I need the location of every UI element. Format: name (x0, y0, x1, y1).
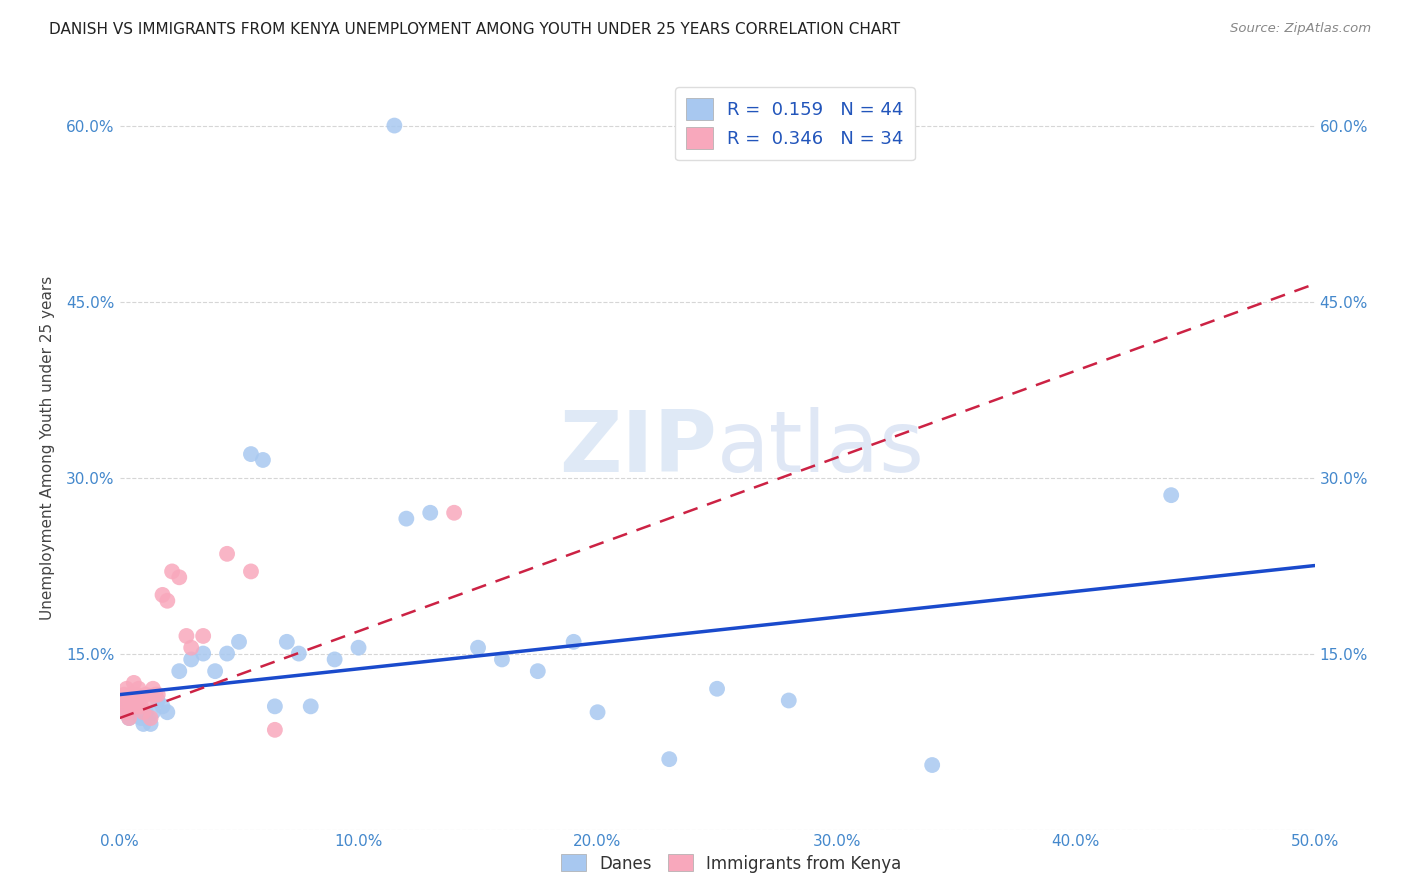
Point (122, 705, 145, 719)
Point (419, 506, 441, 520)
Point (1160, 488, 1182, 502)
Point (156, 594, 179, 608)
Point (122, 693, 145, 707)
Point (118, 711, 141, 725)
Point (180, 652, 202, 666)
Point (129, 699, 152, 714)
Point (132, 717, 155, 731)
Point (112, 688, 135, 702)
Point (264, 699, 287, 714)
Point (169, 664, 191, 678)
Point (217, 647, 239, 661)
Point (128, 705, 150, 719)
Point (204, 664, 226, 678)
Point (146, 693, 169, 707)
Point (180, 640, 202, 655)
Point (156, 705, 179, 719)
Point (132, 705, 155, 719)
Point (115, 681, 138, 696)
Point (658, 752, 681, 766)
Point (121, 699, 143, 714)
Point (121, 699, 143, 714)
Point (115, 705, 138, 719)
Point (443, 506, 465, 520)
Point (191, 629, 215, 643)
Y-axis label: Unemployment Among Youth under 25 years: Unemployment Among Youth under 25 years (39, 277, 55, 620)
Text: Source: ZipAtlas.com: Source: ZipAtlas.com (1230, 22, 1371, 36)
Text: DANISH VS IMMIGRANTS FROM KENYA UNEMPLOYMENT AMONG YOUTH UNDER 25 YEARS CORRELAT: DANISH VS IMMIGRANTS FROM KENYA UNEMPLOY… (49, 22, 900, 37)
Point (136, 693, 159, 707)
Point (382, 119, 406, 133)
Point (176, 629, 198, 643)
Point (142, 705, 165, 719)
Point (395, 511, 418, 525)
Point (115, 705, 138, 719)
Point (276, 635, 298, 649)
Point (527, 664, 550, 678)
Point (121, 688, 143, 702)
Point (145, 688, 166, 702)
Point (239, 565, 263, 579)
Point (118, 693, 141, 707)
Legend: Danes, Immigrants from Kenya: Danes, Immigrants from Kenya (554, 847, 908, 880)
Point (288, 647, 311, 661)
Point (323, 652, 346, 666)
Point (122, 676, 145, 690)
Point (191, 647, 215, 661)
Point (112, 699, 135, 714)
Point (125, 688, 148, 702)
Point (921, 758, 943, 772)
Point (135, 705, 157, 719)
Text: atlas: atlas (717, 407, 925, 490)
Point (112, 699, 135, 714)
Point (491, 652, 513, 666)
Point (217, 547, 239, 561)
Point (136, 711, 159, 725)
Point (706, 681, 728, 696)
Point (152, 699, 174, 714)
Text: ZIP: ZIP (560, 407, 717, 490)
Point (252, 453, 274, 467)
Point (128, 693, 150, 707)
Point (125, 699, 148, 714)
Point (139, 711, 162, 725)
Point (562, 635, 585, 649)
Point (467, 640, 489, 655)
Point (118, 711, 141, 725)
Point (239, 447, 263, 461)
Point (160, 565, 183, 579)
Legend: R =  0.159   N = 44, R =  0.346   N = 34: R = 0.159 N = 44, R = 0.346 N = 34 (675, 87, 914, 161)
Point (169, 570, 191, 584)
Point (125, 699, 148, 714)
Point (139, 717, 162, 731)
Point (264, 723, 287, 737)
Point (128, 681, 150, 696)
Point (129, 711, 152, 725)
Point (778, 693, 800, 707)
Point (152, 588, 174, 602)
Point (146, 688, 169, 702)
Point (135, 688, 157, 702)
Point (586, 705, 609, 719)
Point (111, 693, 134, 707)
Point (111, 693, 134, 707)
Point (347, 640, 370, 655)
Point (299, 699, 322, 714)
Point (142, 681, 165, 696)
Point (228, 635, 250, 649)
